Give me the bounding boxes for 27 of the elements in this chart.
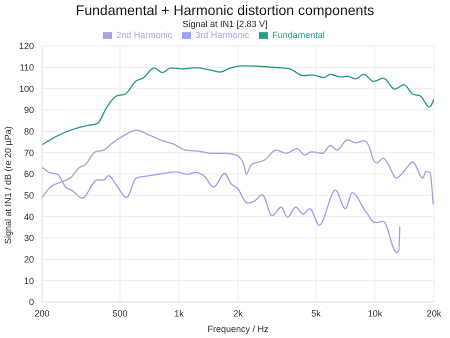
y-tick-label: 10	[24, 276, 34, 286]
x-tick-label: 10k	[368, 308, 383, 318]
y-tick-label: 0	[28, 297, 34, 308]
y-tick-label: 120	[18, 41, 34, 52]
x-tick-label: 500	[112, 308, 128, 318]
y-tick-label: 30	[24, 233, 34, 244]
chart-subtitle: Signal at IN1 [2.83 V]	[181, 19, 269, 30]
legend-label: 3rd Harmonic	[195, 30, 250, 40]
x-axis-title: Frequency / Hz	[207, 324, 270, 334]
y-tick-label: 50	[24, 190, 34, 201]
y-tick-label: 20	[24, 254, 34, 265]
y-tick-label: 100	[18, 84, 34, 94]
y-tick-label: 80	[24, 126, 34, 137]
y-axis-title: Signal at IN1 / dB (re 20 µPa)	[3, 126, 14, 244]
x-tick-label: 2k	[233, 308, 244, 318]
x-tick-label: 200	[34, 308, 50, 318]
x-tick-label: 1k	[174, 308, 184, 318]
y-tick-label: 60	[24, 169, 34, 180]
y-tick-label: 40	[24, 212, 34, 222]
chart-title: Fundamental + Harmonic distortion components	[74, 2, 376, 19]
legend-label: Fundamental	[272, 30, 325, 40]
y-tick-label: 110	[20, 62, 34, 73]
x-tick-label: 20k	[426, 308, 442, 318]
y-tick-label: 70	[24, 148, 34, 158]
legend-label: 2nd Harmonic	[116, 30, 172, 40]
x-tick-label: 5k	[311, 308, 322, 318]
y-tick-label: 90	[24, 105, 34, 116]
